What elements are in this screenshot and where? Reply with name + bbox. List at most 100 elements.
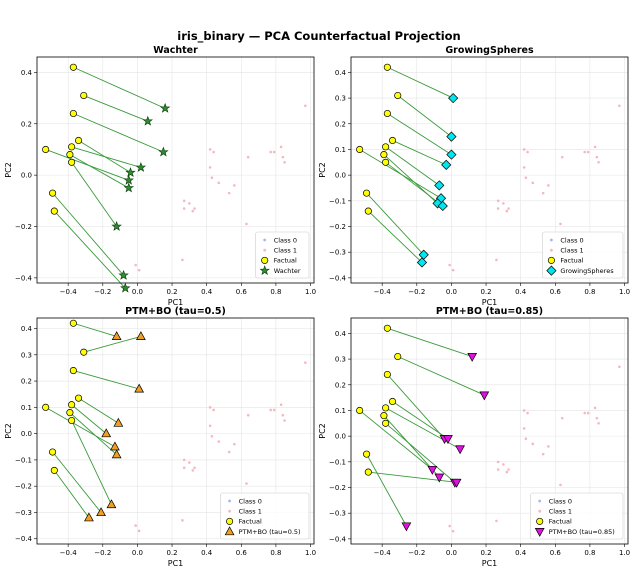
- y-tick-label: −0.4: [329, 274, 347, 282]
- x-tick-label: 0.8: [584, 549, 595, 557]
- factual-point: [69, 319, 77, 327]
- factual-point: [382, 143, 390, 151]
- class-1-point: [547, 184, 550, 187]
- x-tick-label: 0.4: [515, 549, 527, 557]
- x-tick-label: 0.0: [446, 288, 457, 296]
- factual-point: [364, 468, 372, 476]
- factual-point: [383, 324, 391, 332]
- legend: Class 0 Class 1 Factual Wachter: [255, 231, 310, 279]
- factual-point: [382, 158, 390, 166]
- class-1-point: [182, 466, 186, 470]
- counterfactual-point: [134, 383, 145, 393]
- class-1-point: [593, 406, 597, 410]
- factual-point: [383, 370, 391, 379]
- class-1-point: [507, 468, 510, 471]
- factual-point: [356, 406, 364, 415]
- class-1-point: [269, 150, 273, 154]
- class-1-point: [208, 166, 212, 169]
- factual-series: [42, 63, 88, 215]
- legend-item-3: Factual: [239, 518, 262, 526]
- class-1-point: [541, 452, 545, 456]
- factual-link: [52, 451, 102, 513]
- factual-point: [66, 409, 74, 417]
- x-tick-label: 0.6: [550, 549, 562, 557]
- counterfactual-point: [111, 221, 122, 231]
- x-tick-label: 0.0: [446, 549, 457, 557]
- factual-link: [387, 374, 445, 440]
- y-tick-label: −0.4: [15, 535, 33, 543]
- x-tick-label: 0.4: [201, 549, 213, 557]
- class-1-point: [304, 104, 307, 108]
- class-1-point: [526, 150, 529, 154]
- legend-marker-class-1: [263, 248, 267, 252]
- y-tick-label: 0.3: [335, 95, 346, 103]
- class-1-point: [583, 411, 587, 415]
- legend-item-2: Class 1: [274, 247, 297, 255]
- factual-point: [68, 158, 76, 166]
- legend-item-1: Class 0: [549, 497, 572, 505]
- class-1-point: [496, 199, 500, 203]
- class-1-point: [560, 155, 564, 159]
- counterfactual-point: [446, 131, 457, 142]
- class-1-series: [134, 361, 307, 533]
- counterfactual-series: [84, 331, 146, 522]
- counterfactual-point: [401, 522, 412, 532]
- legend-marker-factual: [226, 517, 234, 525]
- class-1-point: [188, 202, 191, 205]
- x-tick-label: 0.8: [270, 288, 281, 296]
- counterfactual-series: [416, 92, 459, 268]
- figure-suptitle: iris_binary — PCA Counterfactual Project…: [177, 29, 460, 44]
- legend-box: [220, 492, 310, 540]
- factual-point: [68, 416, 76, 425]
- y-tick-label: −0.1: [15, 456, 32, 464]
- panel-4: −0.4 −0.2 0.0 0.2 0.4 0.6 0.8 1.0 −0.4 −0.3 −0.2 −0…: [318, 306, 630, 568]
- counterfactual-point: [135, 331, 146, 340]
- factual-link: [69, 154, 129, 189]
- class-1-point: [217, 181, 221, 185]
- factual-point: [69, 109, 77, 118]
- class-1-point: [210, 176, 214, 180]
- class-1-point: [593, 145, 597, 149]
- factual-link: [385, 146, 440, 186]
- factual-point: [42, 403, 50, 411]
- factual-point: [356, 145, 364, 154]
- class-1-point: [227, 450, 231, 454]
- legend-box: [542, 231, 624, 279]
- class-1-point: [502, 463, 505, 466]
- legend-item-1: Class 0: [239, 497, 262, 505]
- class-1-point: [191, 469, 195, 472]
- factual-point: [363, 450, 371, 458]
- y-tick-label: −0.4: [329, 535, 347, 543]
- y-tick-label: −0.3: [329, 510, 346, 518]
- factual-point: [69, 367, 77, 375]
- factual-point: [380, 151, 388, 159]
- class-1-point: [182, 458, 186, 462]
- factual-point: [49, 189, 57, 197]
- y-tick-label: 0.4: [335, 330, 347, 338]
- x-tick-label: 0.2: [480, 549, 491, 557]
- y-axis-label: PC2: [318, 423, 327, 439]
- counterfactual-point: [118, 269, 129, 280]
- x-tick-label: 0.6: [236, 288, 248, 296]
- y-tick-label: 0.2: [21, 378, 32, 386]
- legend-marker-counterfactual: [224, 526, 235, 536]
- factual-point: [394, 91, 402, 100]
- x-tick-label: 0.6: [550, 288, 562, 296]
- legend: Class 0 Class 1 Factual GrowingSpheres: [542, 231, 624, 279]
- class-1-point: [188, 461, 191, 464]
- legend-marker-class-1: [228, 509, 232, 513]
- link-series: [45, 322, 141, 518]
- class-1-point: [137, 268, 141, 272]
- factual-link: [78, 397, 119, 424]
- class-1-point: [522, 409, 526, 412]
- legend-marker-factual: [547, 256, 555, 264]
- class-1-point: [495, 519, 498, 523]
- legend: Class 0 Class 1 Factual PTM+BO (tau=0.85): [530, 492, 624, 540]
- factual-link: [73, 113, 164, 153]
- class-1-point: [524, 437, 528, 441]
- class-1-point: [618, 104, 621, 108]
- factual-link: [397, 95, 452, 137]
- counterfactual-point: [448, 92, 459, 104]
- class-1-point: [505, 470, 509, 474]
- factual-link: [83, 335, 141, 353]
